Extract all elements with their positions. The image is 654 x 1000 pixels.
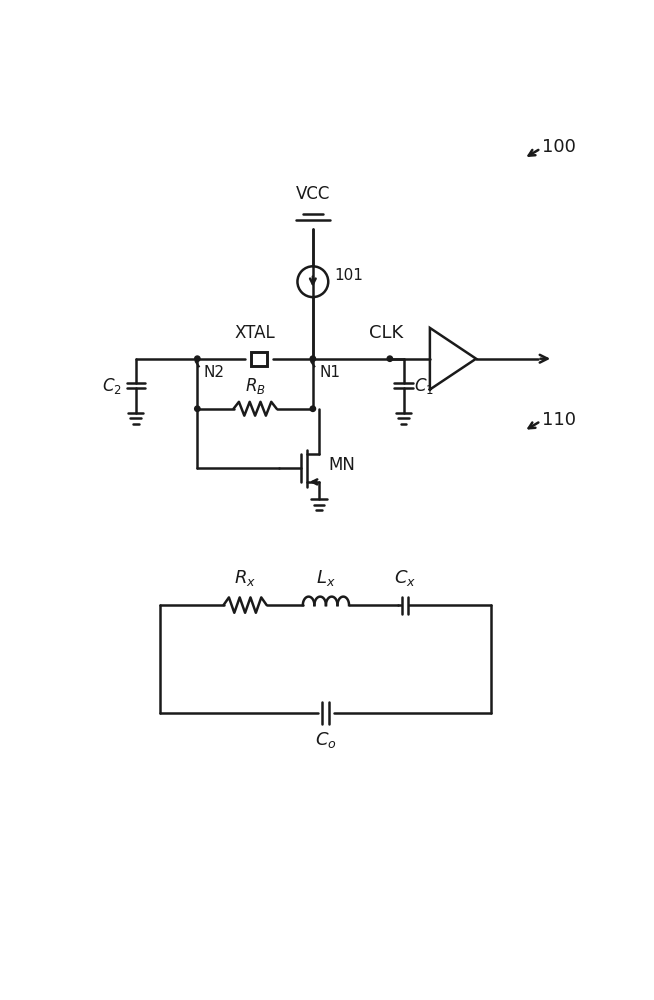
Text: 101: 101 (334, 268, 363, 283)
Text: $C_2$: $C_2$ (102, 376, 122, 396)
Text: VCC: VCC (296, 185, 330, 203)
Circle shape (310, 356, 315, 361)
Circle shape (195, 406, 200, 411)
Text: $C_1$: $C_1$ (415, 376, 434, 396)
Text: CLK: CLK (369, 324, 403, 342)
Text: MN: MN (328, 456, 355, 474)
Text: N1: N1 (319, 365, 340, 380)
Circle shape (310, 406, 315, 411)
Text: $R_B$: $R_B$ (245, 376, 266, 396)
Text: $C_x$: $C_x$ (394, 568, 417, 588)
Text: $C_o$: $C_o$ (315, 730, 337, 750)
Bar (251, 352, 267, 366)
Text: 110: 110 (542, 411, 576, 429)
Circle shape (387, 356, 392, 361)
Text: $L_x$: $L_x$ (316, 568, 336, 588)
Text: 100: 100 (542, 138, 576, 156)
Text: XTAL: XTAL (235, 324, 275, 342)
Text: N2: N2 (203, 365, 224, 380)
Circle shape (195, 356, 200, 361)
Text: $R_x$: $R_x$ (234, 568, 256, 588)
